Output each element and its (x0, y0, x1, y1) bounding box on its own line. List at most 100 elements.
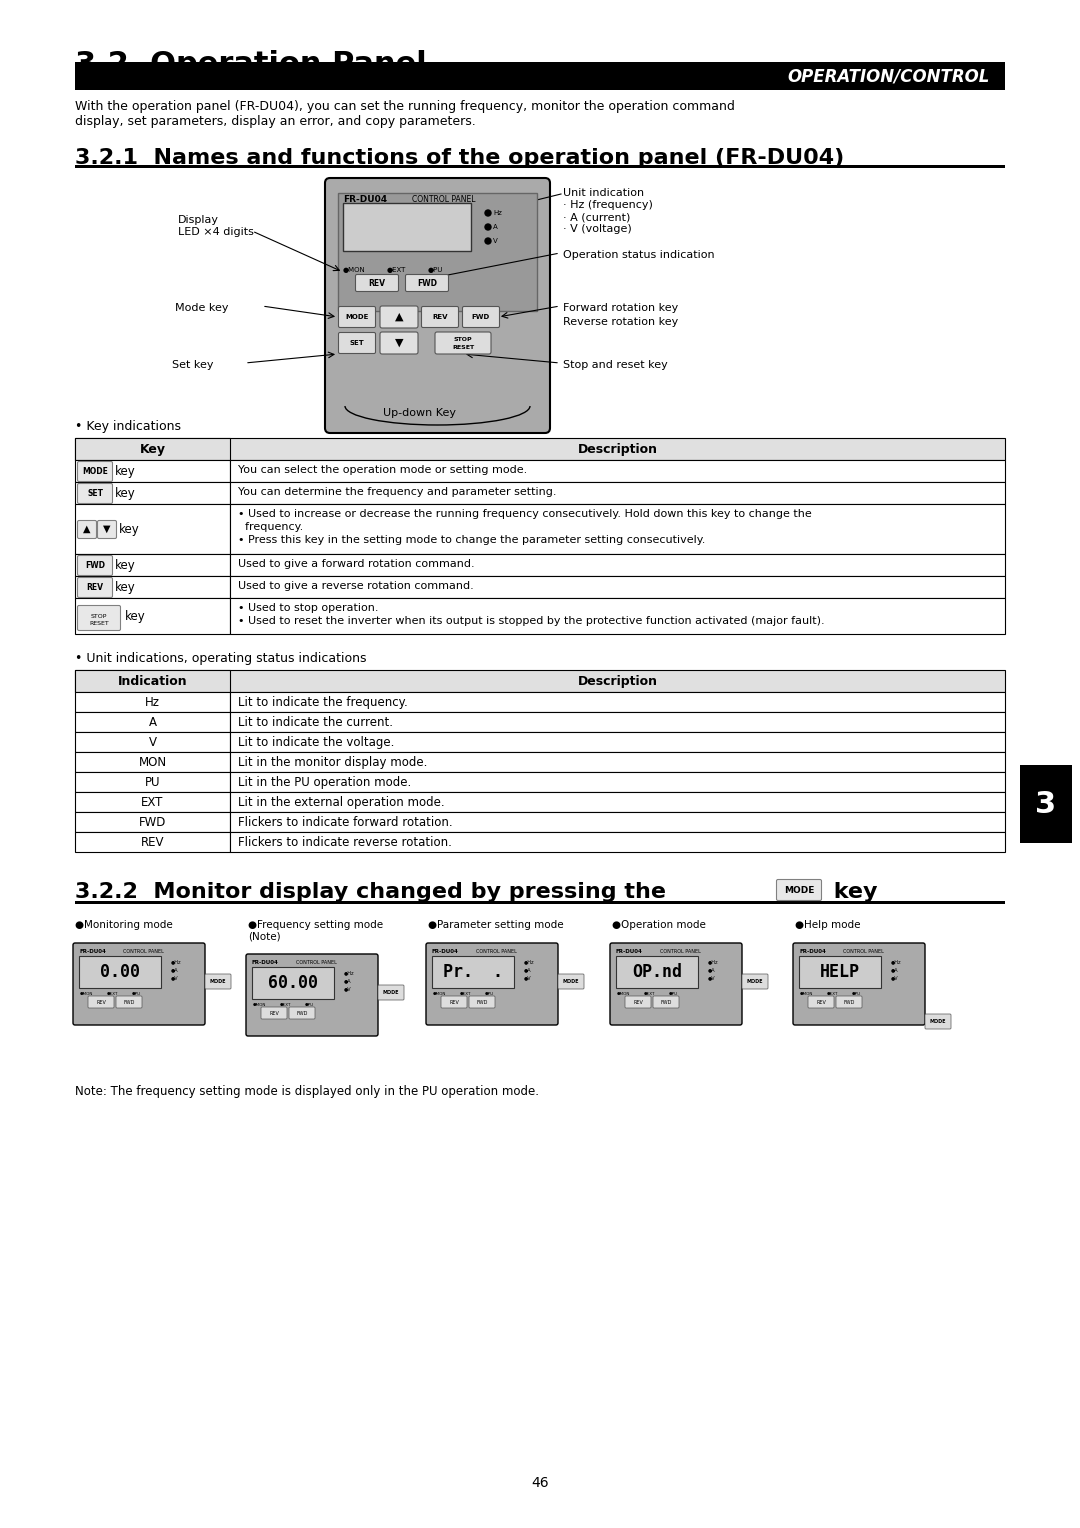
Text: Operation status indication: Operation status indication (563, 251, 715, 260)
Text: FWD: FWD (123, 999, 135, 1004)
Circle shape (485, 238, 491, 244)
Text: 3.2.1  Names and functions of the operation panel (FR-DU04): 3.2.1 Names and functions of the operati… (75, 148, 845, 168)
Text: key: key (125, 610, 146, 622)
Bar (75, 481, 230, 504)
Text: Lit to indicate the voltage.: Lit to indicate the voltage. (238, 735, 394, 749)
FancyBboxPatch shape (338, 307, 376, 327)
Text: Lit in the monitor display mode.: Lit in the monitor display mode. (238, 755, 428, 769)
FancyBboxPatch shape (380, 306, 418, 329)
Text: MON: MON (138, 755, 166, 769)
Text: REV: REV (140, 836, 164, 848)
Text: ●EXT: ●EXT (280, 1002, 292, 1007)
Text: PU: PU (145, 776, 160, 788)
Bar (230, 481, 1005, 504)
Text: ●EXT: ●EXT (460, 992, 472, 996)
Text: Reverse rotation key: Reverse rotation key (563, 316, 678, 327)
FancyBboxPatch shape (405, 275, 448, 292)
Text: Stop and reset key: Stop and reset key (563, 361, 667, 370)
Text: Pr.  .: Pr. . (443, 963, 503, 981)
FancyBboxPatch shape (421, 307, 459, 327)
Text: CONTROL PANEL: CONTROL PANEL (843, 949, 883, 953)
FancyBboxPatch shape (78, 556, 112, 576)
Text: FR-DU04: FR-DU04 (432, 949, 459, 953)
Text: Lit in the external operation mode.: Lit in the external operation mode. (238, 796, 445, 808)
Text: · Hz (frequency): · Hz (frequency) (563, 200, 653, 209)
FancyBboxPatch shape (338, 333, 376, 353)
FancyBboxPatch shape (116, 996, 141, 1008)
Text: FR-DU04: FR-DU04 (343, 196, 387, 205)
Bar (75, 165, 1005, 168)
Bar (230, 833, 1005, 853)
Bar (799, 957, 881, 989)
Text: You can determine the frequency and parameter setting.: You can determine the frequency and para… (238, 487, 556, 497)
Bar (79, 957, 161, 989)
Text: HELP: HELP (820, 963, 860, 981)
Text: · V (voltage): · V (voltage) (563, 225, 632, 234)
Text: SET: SET (350, 341, 364, 345)
FancyBboxPatch shape (78, 461, 112, 481)
Bar (75, 504, 230, 555)
Text: FR-DU04: FR-DU04 (616, 949, 643, 953)
Text: FR-DU04: FR-DU04 (252, 960, 279, 966)
Text: OPERATION/CONTROL: OPERATION/CONTROL (787, 67, 990, 86)
Bar (75, 669, 1005, 692)
Text: FWD: FWD (139, 816, 166, 828)
Text: • Used to increase or decrease the running frequency consecutively. Hold down th: • Used to increase or decrease the runni… (238, 509, 812, 520)
Text: REV: REV (96, 999, 106, 1004)
Text: Lit to indicate the current.: Lit to indicate the current. (238, 715, 393, 729)
FancyBboxPatch shape (558, 973, 584, 989)
Text: MODE: MODE (746, 979, 764, 984)
Text: ●A: ●A (891, 967, 899, 972)
FancyBboxPatch shape (625, 996, 651, 1008)
Text: frequency.: frequency. (238, 523, 303, 532)
Bar (75, 669, 230, 692)
Text: A: A (149, 715, 157, 729)
Bar (230, 732, 1005, 752)
Text: REV: REV (633, 999, 643, 1004)
Text: MODE: MODE (382, 990, 400, 995)
Text: FR-DU04: FR-DU04 (79, 949, 106, 953)
Text: Unit indication: Unit indication (563, 188, 644, 199)
Text: REV: REV (432, 313, 448, 319)
FancyBboxPatch shape (246, 953, 378, 1036)
Text: Hz: Hz (492, 209, 502, 215)
FancyBboxPatch shape (289, 1007, 315, 1019)
Text: Mode key: Mode key (175, 303, 229, 313)
Bar (75, 732, 230, 752)
Bar (343, 203, 471, 251)
Bar (75, 63, 1005, 90)
Text: • Used to stop operation.: • Used to stop operation. (238, 604, 378, 613)
Text: ●Hz: ●Hz (345, 970, 354, 975)
Text: ●Monitoring mode: ●Monitoring mode (75, 920, 173, 931)
Text: ●Help mode: ●Help mode (795, 920, 861, 931)
FancyBboxPatch shape (78, 605, 121, 631)
Bar (75, 692, 230, 712)
Text: key: key (826, 882, 877, 902)
Bar (75, 772, 230, 792)
Bar (230, 460, 1005, 481)
Text: Used to give a reverse rotation command.: Used to give a reverse rotation command. (238, 581, 474, 591)
Text: Forward rotation key: Forward rotation key (563, 303, 678, 313)
Text: ●EXT: ●EXT (107, 992, 119, 996)
Text: With the operation panel (FR-DU04), you can set the running frequency, monitor t: With the operation panel (FR-DU04), you … (75, 99, 734, 128)
Text: Hz: Hz (145, 695, 160, 709)
Text: FWD: FWD (296, 1010, 308, 1016)
Bar (338, 193, 537, 312)
Text: ▲: ▲ (83, 524, 91, 533)
Bar (75, 439, 1005, 460)
FancyBboxPatch shape (426, 943, 558, 1025)
Bar (230, 692, 1005, 712)
Text: FWD: FWD (843, 999, 854, 1004)
Bar (230, 752, 1005, 772)
Bar (75, 833, 230, 853)
Bar (230, 576, 1005, 597)
Text: ●V: ●V (708, 975, 716, 979)
FancyBboxPatch shape (78, 578, 112, 597)
Text: SET: SET (87, 489, 103, 498)
Text: FWD: FWD (476, 999, 488, 1004)
Bar (230, 504, 1005, 555)
Text: ●PU: ●PU (485, 992, 495, 996)
Text: CONTROL PANEL: CONTROL PANEL (296, 960, 337, 966)
Text: FWD: FWD (660, 999, 672, 1004)
Text: ▲: ▲ (395, 312, 403, 322)
